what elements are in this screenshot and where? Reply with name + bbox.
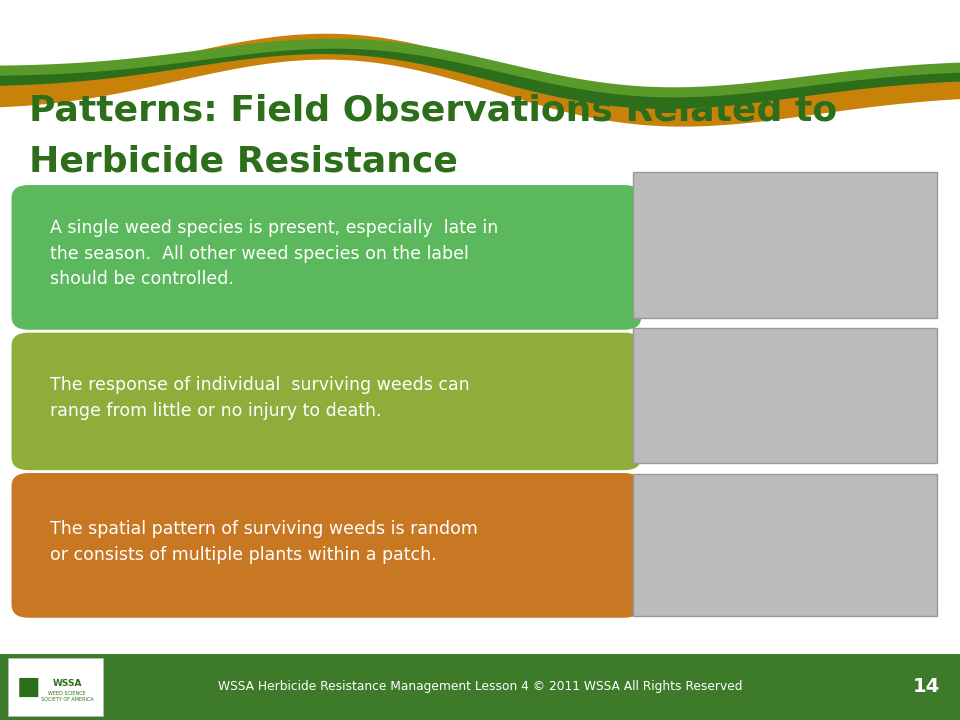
FancyBboxPatch shape [633,474,937,616]
FancyBboxPatch shape [12,333,641,470]
Bar [0,654,960,720]
Text: Herbicide Resistance: Herbicide Resistance [29,144,458,178]
Text: A single weed species is present, especially  late in
the season.  All other wee: A single weed species is present, especi… [50,219,498,289]
Text: The response of individual  surviving weeds can
range from little or no injury t: The response of individual surviving wee… [50,376,469,420]
FancyBboxPatch shape [12,185,641,330]
Text: 14: 14 [913,678,940,696]
Text: WEED SCIENCE
SOCIETY OF AMERICA: WEED SCIENCE SOCIETY OF AMERICA [41,691,93,701]
FancyBboxPatch shape [8,658,103,716]
FancyBboxPatch shape [633,172,937,318]
Text: WSSA: WSSA [53,680,82,688]
Text: WSSA Herbicide Resistance Management Lesson 4 © 2011 WSSA All Rights Reserved: WSSA Herbicide Resistance Management Les… [218,680,742,693]
Text: Patterns: Field Observations Related to: Patterns: Field Observations Related to [29,94,837,127]
Text: ■: ■ [17,675,40,699]
FancyBboxPatch shape [633,328,937,463]
FancyBboxPatch shape [12,473,641,618]
Text: The spatial pattern of surviving weeds is random
or consists of multiple plants : The spatial pattern of surviving weeds i… [50,520,478,564]
